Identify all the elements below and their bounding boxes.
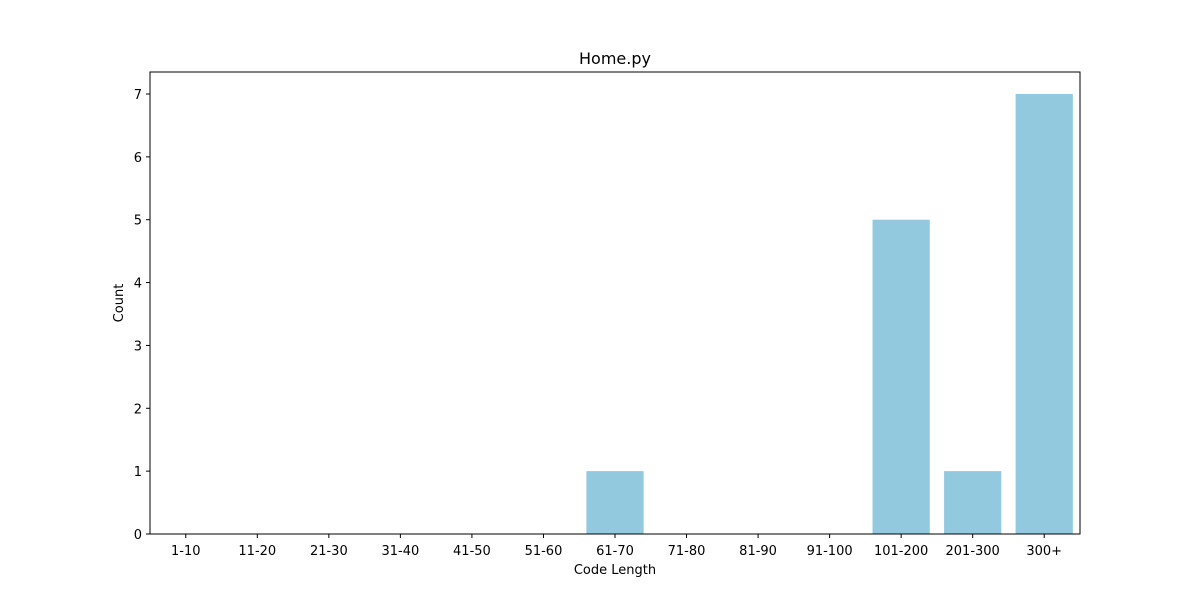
x-tick-label: 41-50	[453, 544, 491, 559]
plot-frame	[149, 71, 1081, 535]
bar-61-70	[586, 471, 644, 534]
y-axis: 0 1 2 3 4 5 6 7	[134, 88, 150, 543]
x-tick-label: 1-10	[171, 544, 201, 559]
x-tick-label: 91-100	[807, 544, 853, 559]
x-tick-label: 11-20	[238, 544, 276, 559]
x-tick-label: 201-300	[946, 544, 1000, 559]
y-tick-label: 7	[134, 88, 142, 103]
x-axis-label: Code Length	[574, 563, 656, 578]
y-tick-label: 6	[134, 151, 142, 166]
bar-300+	[1015, 94, 1073, 534]
y-tick-label: 2	[134, 402, 142, 417]
y-tick-label: 0	[134, 528, 142, 543]
x-tick-label: 51-60	[525, 544, 563, 559]
y-tick-label: 4	[134, 277, 142, 292]
y-axis-label: Count	[112, 284, 127, 323]
bar-201-300	[944, 471, 1002, 534]
chart-title: Home.py	[579, 49, 651, 68]
y-tick-label: 1	[134, 465, 142, 480]
bars-group	[586, 94, 1073, 534]
bar-101-200	[872, 219, 930, 534]
x-tick-label: 61-70	[596, 544, 634, 559]
y-tick-label: 3	[134, 339, 142, 354]
x-tick-label: 300+	[1026, 544, 1062, 559]
x-tick-label: 31-40	[381, 544, 419, 559]
x-tick-label: 81-90	[739, 544, 777, 559]
x-tick-label: 21-30	[310, 544, 348, 559]
x-axis: 1-10 11-20 21-30 31-40 41-50 51-60 61-70 71-80 8…	[171, 534, 1062, 559]
x-tick-label: 71-80	[668, 544, 706, 559]
x-tick-label: 101-200	[874, 544, 928, 559]
y-tick-label: 5	[134, 214, 142, 229]
